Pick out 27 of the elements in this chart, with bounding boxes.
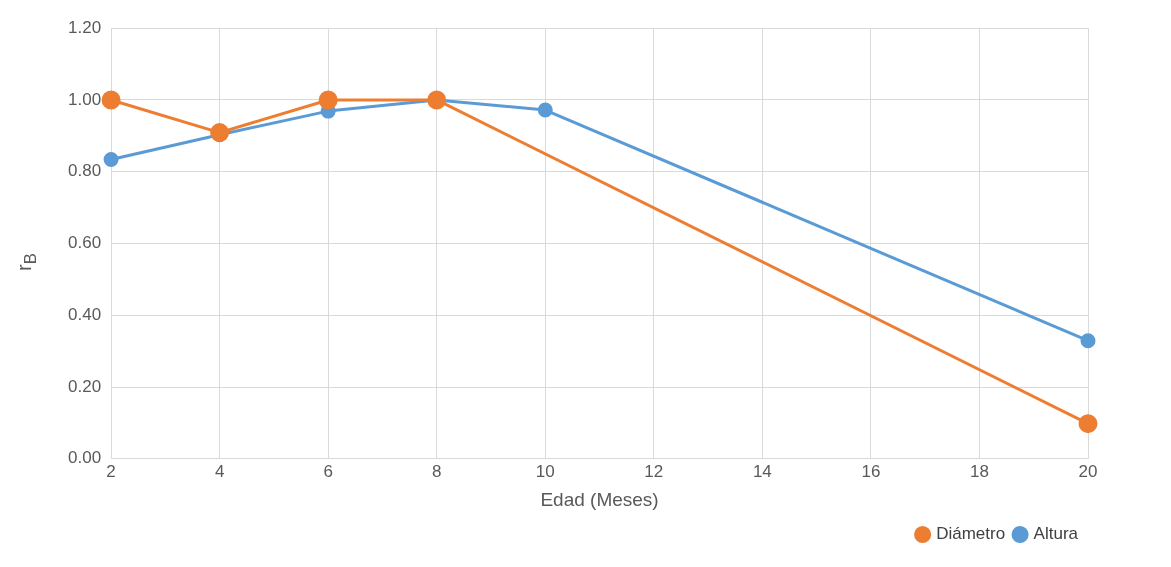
point (210, 123, 230, 143)
x-tick-label: 12 (644, 461, 664, 481)
x-tick-label: 18 (969, 461, 989, 481)
point (101, 90, 121, 110)
point (1078, 414, 1098, 434)
y-tick-label: 1.00 (67, 89, 102, 109)
point (318, 90, 338, 110)
y-tick-label: 0.40 (67, 304, 102, 324)
x-tick-label: 14 (752, 461, 772, 481)
legend-label: Diámetro (936, 524, 1006, 544)
x-tick-label: 10 (535, 461, 555, 481)
point (537, 102, 553, 118)
point (103, 152, 119, 168)
x-axis-title: Edad (Meses) (540, 488, 659, 510)
x-tick-label: 6 (323, 461, 333, 481)
legend-label: Altura (1033, 524, 1079, 544)
y-tick-label: 0.60 (67, 233, 102, 253)
y-tick-label: 1.20 (67, 17, 102, 37)
x-tick-label: 20 (1078, 461, 1098, 481)
x-tick-label: 4 (214, 461, 225, 481)
x-tick-label: 2 (106, 461, 116, 481)
x-tick-label: 16 (861, 461, 881, 481)
y-tick-label: 0.80 (67, 161, 102, 181)
y-tick-label: 0.00 (67, 448, 102, 468)
y-tick-label: 0.20 (67, 376, 102, 396)
point (1080, 333, 1096, 349)
x-tick-label: 8 (431, 461, 442, 481)
